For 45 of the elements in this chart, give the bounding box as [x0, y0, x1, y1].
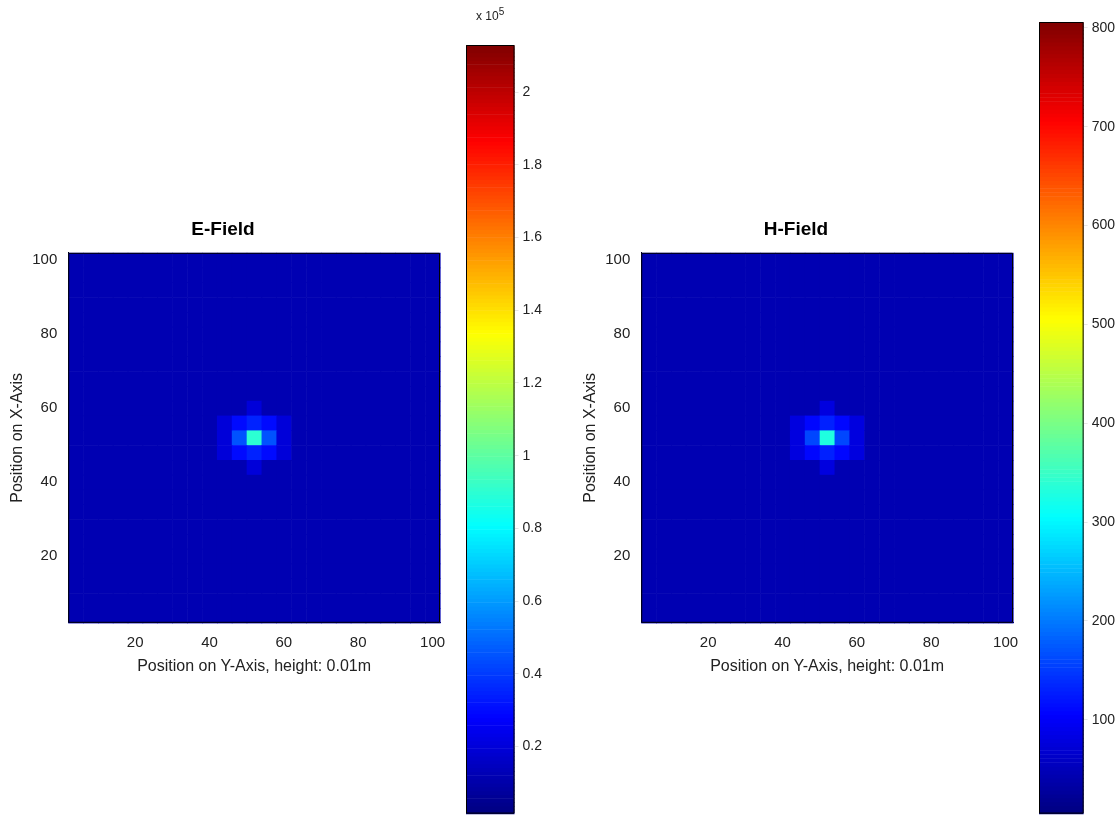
x-axis-title: Position on Y-Axis, height: 0.01m	[137, 656, 372, 674]
y-tick-label: 20	[613, 546, 631, 564]
color-bar-label: 0.4	[522, 664, 543, 681]
color-bar-label: 1.6	[522, 228, 543, 245]
x-tick-label: 80	[922, 632, 940, 650]
y-axis-title: Position on X-Axis	[8, 372, 26, 503]
color-bar-label: 500	[1091, 315, 1116, 332]
x-tick-label: 60	[275, 632, 293, 650]
color-bar-label: 800	[1091, 18, 1116, 35]
color-bar-label: 400	[1091, 414, 1116, 431]
color-bar-label: 0.6	[522, 591, 543, 608]
color-bar-label: 700	[1091, 117, 1116, 134]
color-bar-label: 200	[1091, 611, 1116, 628]
y-tick-label: 80	[613, 324, 631, 342]
color-bar-label: 1.4	[522, 301, 543, 318]
text: x 10$^{5}$	[476, 6, 505, 23]
y-axis-title: Position on X-Axis	[581, 372, 599, 503]
x-tick-label: 40	[774, 632, 791, 650]
color-bar-label: 1.2	[522, 373, 543, 390]
color-bar-label: 1	[522, 446, 531, 463]
x-tick-label: 20	[699, 632, 717, 650]
x-tick-label: 80	[349, 632, 367, 650]
x-axis-title: Position on Y-Axis, height: 0.01m	[710, 656, 945, 674]
y-tick-label: 80	[40, 324, 58, 342]
x-tick-label: 100	[993, 632, 1019, 650]
color-bar-label: 2	[522, 83, 531, 100]
y-tick-label: 60	[40, 398, 58, 416]
y-tick-label: 60	[613, 398, 631, 416]
x-tick-label: 20	[126, 632, 144, 650]
y-tick-label: 100	[32, 250, 58, 268]
color-bar-label: 100	[1091, 710, 1116, 727]
chart-title: E-Field	[191, 217, 255, 239]
x-tick-label: 100	[420, 632, 446, 650]
color-bar-label: 0.2	[522, 737, 543, 754]
color-bar-label: 600	[1091, 216, 1116, 233]
color-bar-label: 300	[1091, 512, 1116, 529]
chart-title: H-Field	[763, 217, 829, 239]
y-tick-label: 100	[605, 250, 631, 268]
y-tick-label: 40	[40, 472, 58, 490]
y-tick-label: 20	[40, 546, 58, 564]
color-bar-label: 0.8	[522, 519, 543, 536]
color-bar-label: 1.8	[522, 155, 543, 172]
y-tick-label: 40	[613, 472, 631, 490]
x-tick-label: 40	[201, 632, 218, 650]
x-tick-label: 60	[848, 632, 866, 650]
